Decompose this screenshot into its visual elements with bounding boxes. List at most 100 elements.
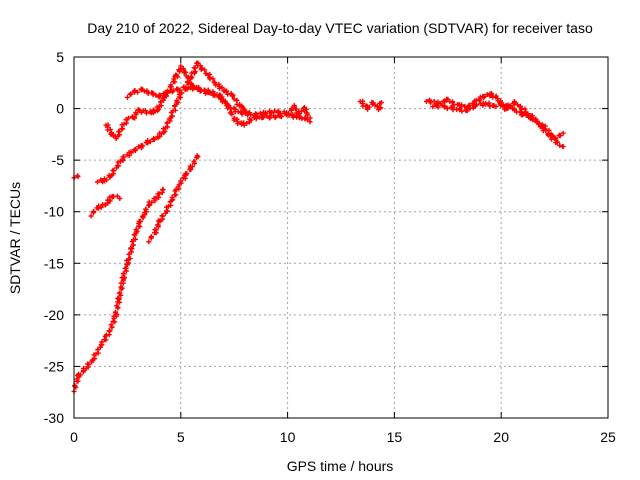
data-point-marker bbox=[191, 159, 197, 164]
data-point-marker bbox=[75, 174, 81, 179]
data-point-marker bbox=[168, 82, 174, 88]
data-point-marker bbox=[229, 111, 235, 117]
data-point-marker bbox=[174, 98, 180, 103]
data-point-marker bbox=[95, 179, 100, 185]
data-point-marker bbox=[302, 115, 308, 121]
data-point-marker bbox=[229, 93, 235, 99]
data-series-s10 bbox=[430, 100, 566, 142]
data-point-marker bbox=[116, 296, 122, 302]
data-point-marker bbox=[153, 227, 159, 233]
x-tick-label: 25 bbox=[600, 429, 616, 445]
y-tick-label: 5 bbox=[56, 49, 64, 65]
data-point-marker bbox=[554, 139, 560, 145]
data-point-marker bbox=[145, 138, 151, 143]
data-point-marker bbox=[267, 115, 273, 121]
data-point-marker bbox=[164, 208, 170, 214]
data-point-marker bbox=[188, 74, 194, 80]
data-point-marker bbox=[378, 105, 384, 111]
data-point-marker bbox=[305, 112, 311, 118]
data-point-marker bbox=[248, 117, 254, 123]
data-point-marker bbox=[125, 262, 130, 267]
data-series-s3 bbox=[88, 193, 123, 219]
data-point-marker bbox=[95, 347, 101, 353]
data-point-marker bbox=[206, 90, 212, 96]
data-point-marker bbox=[232, 107, 238, 112]
data-point-marker bbox=[225, 91, 231, 97]
data-point-marker bbox=[219, 85, 225, 91]
data-point-marker bbox=[103, 337, 109, 343]
data-point-marker bbox=[151, 137, 157, 142]
data-point-marker bbox=[520, 111, 526, 117]
data-point-marker bbox=[130, 242, 136, 248]
data-point-marker bbox=[116, 129, 122, 135]
data-point-marker bbox=[231, 117, 237, 123]
data-point-marker bbox=[481, 94, 487, 99]
data-point-marker bbox=[192, 65, 198, 71]
data-point-marker bbox=[241, 106, 247, 112]
data-point-marker bbox=[149, 200, 155, 206]
data-point-marker bbox=[557, 133, 563, 139]
data-point-marker bbox=[286, 110, 292, 116]
data-point-marker bbox=[493, 104, 499, 110]
y-tick-label: -5 bbox=[52, 152, 65, 168]
data-point-marker bbox=[195, 60, 201, 66]
data-point-marker bbox=[450, 99, 455, 105]
data-point-marker bbox=[279, 114, 284, 120]
data-point-marker bbox=[107, 328, 113, 334]
data-point-marker bbox=[257, 110, 263, 116]
data-point-marker bbox=[179, 90, 185, 96]
data-point-marker bbox=[189, 164, 195, 170]
data-point-marker bbox=[155, 222, 160, 228]
data-point-marker bbox=[560, 130, 566, 136]
data-point-marker bbox=[97, 344, 103, 350]
data-point-marker bbox=[185, 79, 191, 85]
data-point-marker bbox=[526, 113, 532, 119]
data-point-marker bbox=[247, 110, 253, 116]
data-point-marker bbox=[157, 92, 163, 98]
data-point-marker bbox=[211, 79, 217, 85]
data-point-marker bbox=[444, 106, 450, 111]
data-point-marker bbox=[164, 120, 170, 126]
data-point-marker bbox=[459, 108, 465, 114]
data-point-marker bbox=[301, 106, 307, 112]
x-tick-label: 10 bbox=[280, 429, 296, 445]
y-axis-label: SDTVAR / TECUs bbox=[7, 182, 23, 294]
data-point-marker bbox=[135, 89, 141, 95]
data-point-marker bbox=[493, 94, 499, 100]
data-point-marker bbox=[483, 101, 489, 107]
data-point-marker bbox=[183, 84, 189, 90]
data-point-marker bbox=[104, 177, 110, 183]
data-point-marker bbox=[166, 116, 172, 122]
data-point-marker bbox=[217, 85, 222, 91]
data-point-marker bbox=[146, 239, 152, 245]
data-point-marker bbox=[459, 102, 465, 108]
data-point-marker bbox=[88, 213, 94, 219]
data-point-marker bbox=[476, 96, 482, 102]
data-point-marker bbox=[184, 170, 190, 176]
chart-title: Day 210 of 2022, Sidereal Day-to-day VTE… bbox=[87, 20, 593, 36]
data-point-marker bbox=[140, 108, 146, 114]
data-point-marker bbox=[214, 92, 220, 97]
data-point-marker bbox=[142, 212, 148, 218]
data-point-marker bbox=[378, 100, 384, 105]
plot-frame bbox=[73, 56, 609, 419]
data-point-marker bbox=[553, 135, 559, 141]
data-point-marker bbox=[127, 255, 133, 261]
x-tick-label: 20 bbox=[493, 429, 509, 445]
data-point-marker bbox=[174, 72, 180, 78]
data-point-marker bbox=[113, 309, 119, 315]
data-point-marker bbox=[72, 382, 78, 388]
data-point-marker bbox=[180, 66, 186, 72]
data-point-marker bbox=[182, 69, 188, 75]
data-point-marker bbox=[144, 88, 150, 94]
data-point-marker bbox=[149, 234, 154, 240]
data-point-marker bbox=[292, 106, 298, 112]
data-point-marker bbox=[147, 139, 153, 145]
data-point-marker bbox=[177, 95, 183, 101]
data-point-marker bbox=[244, 120, 250, 126]
data-point-marker bbox=[169, 194, 175, 200]
data-point-marker bbox=[138, 219, 143, 224]
data-point-marker bbox=[116, 290, 122, 296]
data-point-marker bbox=[133, 226, 139, 232]
